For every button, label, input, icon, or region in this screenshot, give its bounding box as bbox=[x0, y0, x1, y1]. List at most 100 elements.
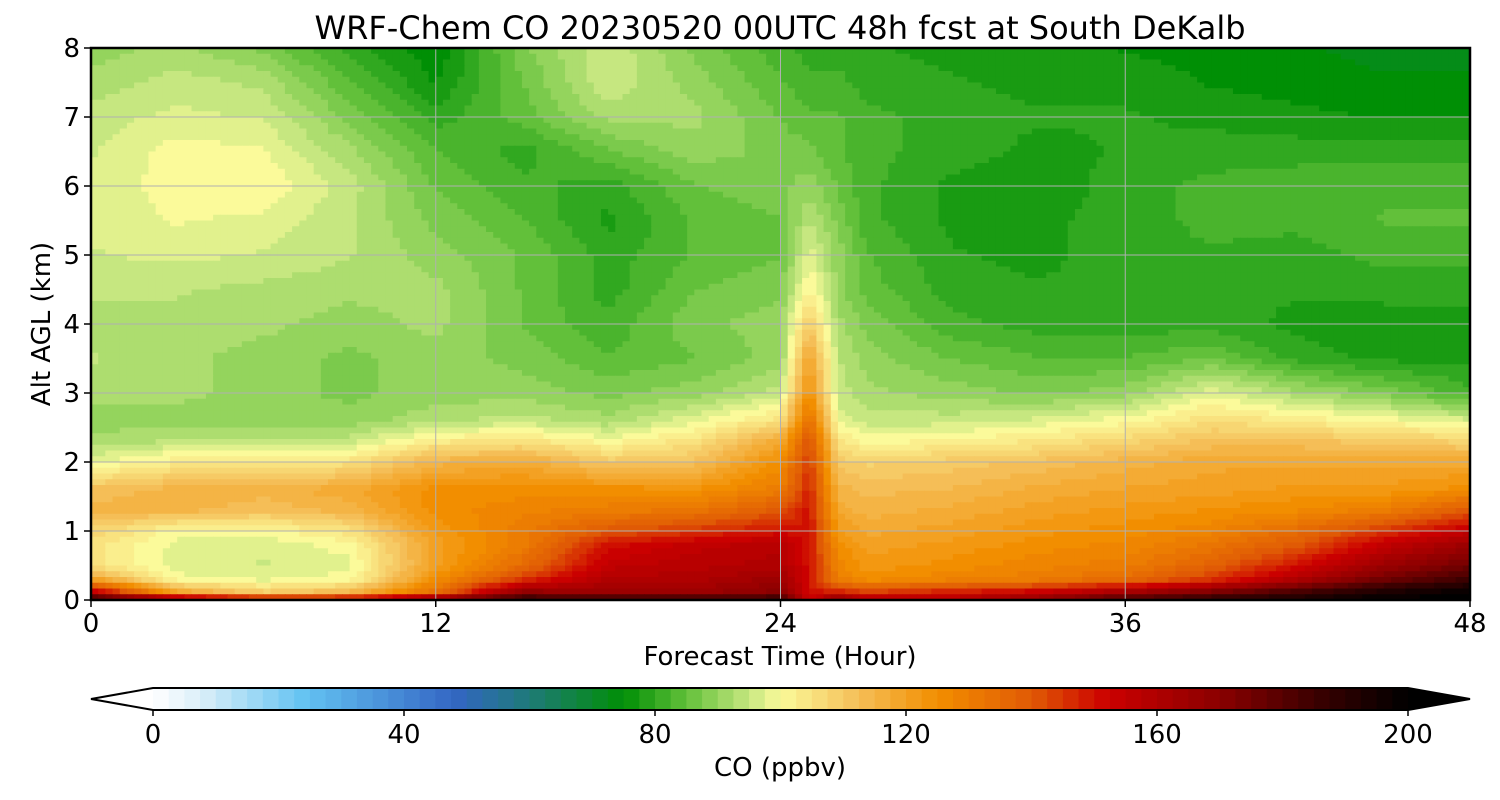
heatmap-cell bbox=[1039, 117, 1047, 123]
heatmap-cell bbox=[687, 71, 695, 77]
heatmap-cell bbox=[1219, 123, 1227, 129]
heatmap-cell bbox=[1183, 152, 1191, 158]
heatmap-cell bbox=[1276, 83, 1284, 89]
heatmap-cell bbox=[594, 175, 602, 181]
heatmap-cell bbox=[1413, 117, 1421, 123]
heatmap-cell bbox=[536, 152, 544, 158]
heatmap-cell bbox=[910, 60, 918, 66]
heatmap-cell bbox=[1456, 106, 1464, 112]
heatmap-cell bbox=[1068, 186, 1076, 192]
heatmap-cell bbox=[666, 117, 674, 123]
heatmap-cell bbox=[1298, 123, 1306, 129]
heatmap-cell bbox=[378, 106, 386, 112]
heatmap-cell bbox=[666, 65, 674, 71]
heatmap-cell bbox=[1176, 88, 1184, 94]
heatmap-cell bbox=[486, 65, 494, 71]
heatmap-cell bbox=[522, 140, 530, 146]
heatmap-cell bbox=[960, 146, 968, 152]
heatmap-cell bbox=[1140, 94, 1148, 100]
heatmap-cell bbox=[400, 117, 408, 123]
heatmap-cell bbox=[1298, 169, 1306, 175]
heatmap-cell bbox=[1003, 83, 1011, 89]
heatmap-cell bbox=[192, 140, 200, 146]
heatmap-cell bbox=[644, 163, 652, 169]
heatmap-cell bbox=[752, 146, 760, 152]
heatmap-cell bbox=[1046, 100, 1054, 106]
heatmap-cell bbox=[910, 192, 918, 198]
heatmap-cell bbox=[206, 94, 214, 100]
heatmap-cell bbox=[213, 65, 221, 71]
heatmap-cell bbox=[1427, 140, 1435, 146]
heatmap-cell bbox=[637, 123, 645, 129]
heatmap-cell bbox=[867, 146, 875, 152]
heatmap-cell bbox=[989, 71, 997, 77]
heatmap-cell bbox=[1104, 123, 1112, 129]
heatmap-cell bbox=[601, 88, 609, 94]
heatmap-cell bbox=[443, 140, 451, 146]
heatmap-cell bbox=[874, 146, 882, 152]
heatmap-cell bbox=[1326, 94, 1334, 100]
heatmap-cell bbox=[802, 88, 810, 94]
heatmap-cell bbox=[299, 134, 307, 140]
heatmap-cell bbox=[680, 163, 688, 169]
heatmap-cell bbox=[1305, 129, 1313, 135]
heatmap-cell bbox=[299, 123, 307, 129]
heatmap-cell bbox=[306, 169, 314, 175]
heatmap-cell bbox=[1061, 106, 1069, 112]
heatmap-cell bbox=[644, 94, 652, 100]
heatmap-cell bbox=[134, 152, 142, 158]
heatmap-cell bbox=[1269, 117, 1277, 123]
heatmap-cell bbox=[1384, 129, 1392, 135]
heatmap-cell bbox=[1190, 106, 1198, 112]
heatmap-cell bbox=[414, 71, 422, 77]
heatmap-cell bbox=[1053, 94, 1061, 100]
heatmap-cell bbox=[666, 192, 674, 198]
heatmap-cell bbox=[658, 157, 666, 163]
heatmap-cell bbox=[1003, 134, 1011, 140]
heatmap-cell bbox=[1140, 146, 1148, 152]
heatmap-cell bbox=[558, 106, 566, 112]
heatmap-cell bbox=[587, 140, 595, 146]
heatmap-cell bbox=[1075, 94, 1083, 100]
heatmap-cell bbox=[335, 71, 343, 77]
heatmap-cell bbox=[723, 129, 731, 135]
heatmap-cell bbox=[730, 54, 738, 60]
heatmap-cell bbox=[766, 123, 774, 129]
heatmap-cell bbox=[407, 88, 415, 94]
heatmap-cell bbox=[1405, 94, 1413, 100]
heatmap-cell bbox=[1226, 129, 1234, 135]
heatmap-cell bbox=[1075, 146, 1083, 152]
heatmap-cell bbox=[888, 83, 896, 89]
heatmap-cell bbox=[385, 123, 393, 129]
heatmap-cell bbox=[486, 175, 494, 181]
heatmap-cell bbox=[1226, 77, 1234, 83]
heatmap-cell bbox=[1039, 106, 1047, 112]
heatmap-cell bbox=[543, 94, 551, 100]
heatmap-cell bbox=[385, 77, 393, 83]
heatmap-cell bbox=[321, 100, 329, 106]
heatmap-cell bbox=[1032, 106, 1040, 112]
heatmap-cell bbox=[752, 140, 760, 146]
heatmap-cell bbox=[587, 146, 595, 152]
heatmap-cell bbox=[1219, 71, 1227, 77]
heatmap-cell bbox=[156, 129, 164, 135]
heatmap-cell bbox=[766, 88, 774, 94]
heatmap-cell bbox=[292, 94, 300, 100]
heatmap-cell bbox=[1384, 65, 1392, 71]
heatmap-cell bbox=[235, 83, 243, 89]
heatmap-cell bbox=[256, 88, 264, 94]
heatmap-cell bbox=[1326, 65, 1334, 71]
heatmap-cell bbox=[1391, 106, 1399, 112]
heatmap-cell bbox=[946, 94, 954, 100]
heatmap-cell bbox=[924, 106, 932, 112]
heatmap-cell bbox=[486, 77, 494, 83]
heatmap-cell bbox=[1046, 117, 1054, 123]
heatmap-cell bbox=[536, 60, 544, 66]
heatmap-cell bbox=[414, 88, 422, 94]
heatmap-cell bbox=[824, 100, 832, 106]
heatmap-cell bbox=[838, 94, 846, 100]
heatmap-cell bbox=[1334, 83, 1342, 89]
heatmap-cell bbox=[1018, 65, 1026, 71]
heatmap-cell bbox=[860, 83, 868, 89]
heatmap-cell bbox=[1039, 65, 1047, 71]
